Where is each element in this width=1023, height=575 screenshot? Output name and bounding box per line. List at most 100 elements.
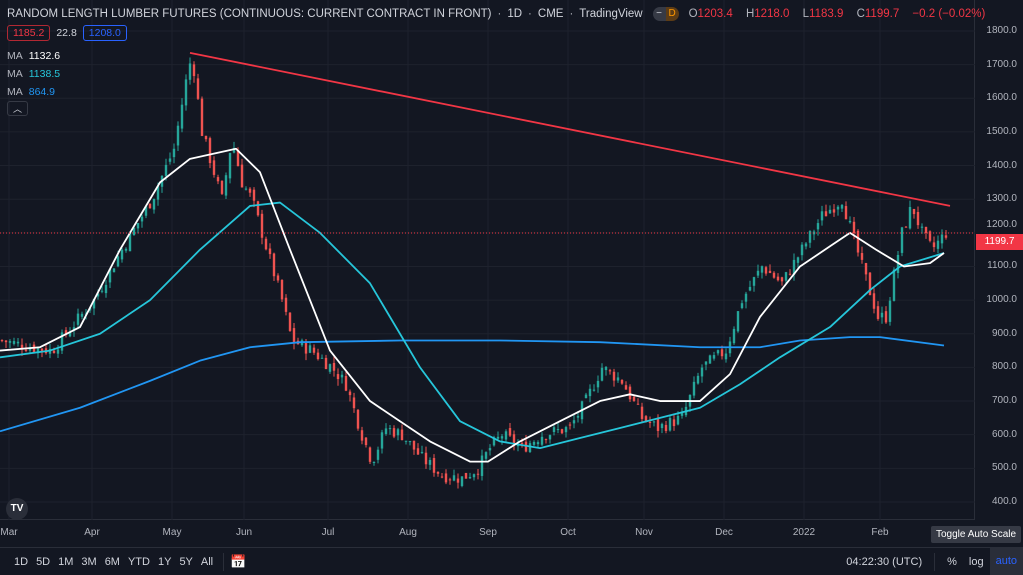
candle-body <box>348 391 352 396</box>
candle-body <box>108 269 112 283</box>
range-1d[interactable]: 1D <box>14 555 29 568</box>
candle-body <box>212 160 216 175</box>
candle-body <box>0 340 4 342</box>
candle-body <box>104 284 108 294</box>
candle-body <box>584 394 588 399</box>
candle-body <box>640 406 644 419</box>
candle-body <box>28 347 32 351</box>
range-all[interactable]: All <box>200 555 214 568</box>
quote-boxes: 1185.2 22.8 1208.0 <box>7 25 127 41</box>
candle-body <box>556 429 560 431</box>
range-ytd[interactable]: YTD <box>127 555 150 568</box>
candle-body <box>472 474 476 478</box>
candle-body <box>824 211 828 217</box>
candle-body <box>800 244 804 256</box>
tradingview-logo[interactable]: TV <box>6 498 28 520</box>
candle-body <box>332 362 336 371</box>
bottom-toolbar: 1D 5D 1M 3M 6M YTD 1Y 5Y All 📅 04:22:30 … <box>0 547 1023 575</box>
range-1y[interactable]: 1Y <box>157 555 172 568</box>
candle-body <box>676 415 680 425</box>
candle-body <box>932 242 936 248</box>
candle-body <box>500 436 504 439</box>
candle-body <box>140 216 144 222</box>
candle-body <box>636 403 640 405</box>
candle-body <box>256 201 260 216</box>
ma200-line <box>0 336 945 433</box>
go-to-date-icon[interactable]: 📅 <box>230 553 247 569</box>
candle-body <box>576 415 580 418</box>
price-tick: 400.0 <box>991 495 1017 507</box>
ma-indicator-50[interactable]: MA 1138.5 <box>7 68 61 80</box>
range-3m[interactable]: 3M <box>81 555 97 568</box>
candle-body <box>352 397 356 409</box>
log-toggle[interactable]: log <box>968 555 984 568</box>
candle-body <box>240 164 244 188</box>
delayed-badge: D <box>665 7 679 21</box>
candle-body <box>908 207 912 229</box>
sell-price[interactable]: 1185.2 <box>7 25 51 41</box>
candle-body <box>880 312 884 318</box>
candle-body <box>264 238 268 250</box>
candle-body <box>492 437 496 446</box>
candle-body <box>368 447 372 462</box>
candle-body <box>848 220 852 223</box>
candle-body <box>344 376 348 391</box>
candle-body <box>596 380 600 388</box>
candle-body <box>604 366 608 371</box>
candle-body <box>616 377 620 381</box>
buy-price[interactable]: 1208.0 <box>82 25 127 41</box>
candle-body <box>308 345 312 353</box>
time-tick: May <box>162 527 182 538</box>
candle-body <box>776 276 780 281</box>
candle-body <box>416 448 420 455</box>
candle-body <box>920 226 924 228</box>
candle-body <box>132 227 136 236</box>
candle-body <box>228 153 232 179</box>
price-tick: 800.0 <box>991 361 1017 373</box>
candle-body <box>244 188 248 190</box>
candle-body <box>412 440 416 450</box>
ma-indicator-20[interactable]: MA 1132.6 <box>7 50 61 62</box>
range-5y[interactable]: 5Y <box>179 555 193 568</box>
range-5d[interactable]: 5D <box>36 555 51 568</box>
candle-body <box>852 221 856 234</box>
candle-body <box>860 253 864 260</box>
percent-toggle[interactable]: % <box>947 555 957 568</box>
candle-body <box>324 357 328 370</box>
candle-body <box>260 213 264 238</box>
candle-body <box>884 311 888 323</box>
candle-body <box>12 341 16 344</box>
interval: 1D <box>507 8 523 20</box>
trendline <box>189 51 951 207</box>
price-tick: 1000.0 <box>986 294 1017 306</box>
candle-body <box>756 270 760 276</box>
auto-scale-toggle[interactable]: auto <box>989 548 1023 575</box>
candle-body <box>364 437 368 446</box>
range-1m[interactable]: 1M <box>58 555 74 568</box>
ma-indicator-200[interactable]: MA 864.9 <box>7 86 56 98</box>
candle-body <box>304 341 308 354</box>
price-tick: 500.0 <box>991 462 1017 474</box>
clock[interactable]: 04:22:30 (UTC) <box>846 555 923 568</box>
chevron-up-icon[interactable]: ︿ <box>7 101 28 116</box>
candle-body <box>900 227 904 253</box>
chart-pane[interactable]: RANDOM LENGTH LUMBER FUTURES (CONTINUOUS… <box>0 0 985 520</box>
price-axis[interactable]: 1800.0 1700.0 1600.0 1500.0 1400.0 1300.0 1200… <box>976 0 1023 520</box>
candle-body <box>384 428 388 434</box>
time-tick: Oct <box>560 527 576 538</box>
candle-body <box>628 386 632 400</box>
candle-body <box>188 63 192 80</box>
candle-body <box>252 189 256 201</box>
candle-body <box>432 458 436 473</box>
candle-body <box>876 306 880 319</box>
candle-body <box>488 448 492 451</box>
range-6m[interactable]: 6M <box>104 555 120 568</box>
candle-body <box>912 208 916 215</box>
candle-body <box>112 268 116 273</box>
time-axis[interactable]: Mar Apr May Jun Jul Aug Sep Oct Nov Dec 2022 Feb <box>0 520 975 546</box>
price-chart[interactable] <box>0 0 975 520</box>
candle-body <box>872 293 876 309</box>
candle-body <box>752 277 756 286</box>
candle-body <box>528 443 532 452</box>
market-status-pill[interactable]: − D <box>652 7 679 21</box>
